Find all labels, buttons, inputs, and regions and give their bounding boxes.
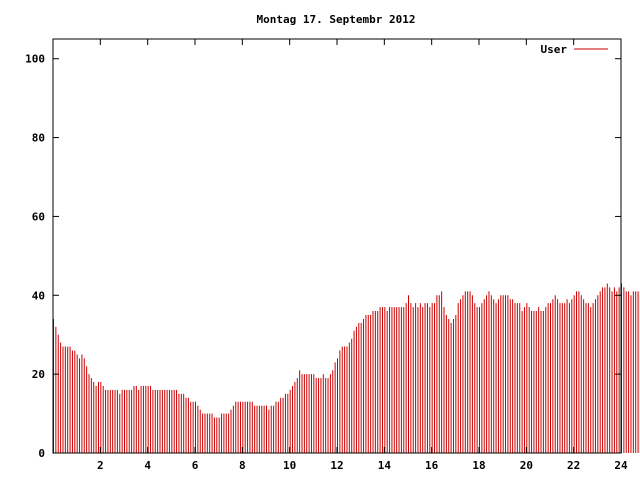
legend: User <box>541 43 608 56</box>
x-tick-label: 18 <box>472 459 485 472</box>
y-tick-label: 100 <box>25 53 45 66</box>
legend-label-user: User <box>541 43 568 56</box>
y-tick-label: 80 <box>32 132 45 145</box>
chart-title: Montag 17. Septembr 2012 <box>257 13 416 26</box>
x-tick-label: 2 <box>97 459 104 472</box>
x-tick-label: 10 <box>283 459 296 472</box>
y-tick-label: 0 <box>38 447 45 460</box>
y-tick-label: 60 <box>32 210 45 223</box>
x-tick-label: 22 <box>567 459 580 472</box>
x-tick-label: 14 <box>378 459 392 472</box>
bar-series-user <box>53 283 640 453</box>
x-tick-label: 24 <box>614 459 628 472</box>
x-tick-label: 20 <box>520 459 533 472</box>
x-tick-label: 12 <box>330 459 343 472</box>
y-tick-label: 20 <box>32 368 45 381</box>
x-tick-label: 16 <box>425 459 439 472</box>
y-tick-label: 40 <box>32 289 45 302</box>
x-tick-label: 4 <box>144 459 151 472</box>
y-axis: 0 20 40 60 80 100 <box>25 53 621 460</box>
x-axis: 2 4 6 8 10 12 14 16 18 20 22 24 <box>97 39 628 472</box>
x-tick-label: 8 <box>239 459 246 472</box>
x-tick-label: 6 <box>192 459 199 472</box>
